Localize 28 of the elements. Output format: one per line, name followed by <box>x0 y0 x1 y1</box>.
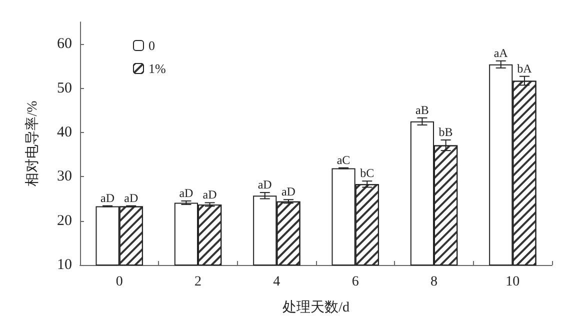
legend-label: 0 <box>148 38 155 53</box>
y-tick-label: 30 <box>57 168 72 185</box>
data-label: aC <box>336 152 350 167</box>
y-axis-title: 相对电导率/% <box>24 100 40 186</box>
data-label: bB <box>438 124 453 139</box>
x-tick-label: 10 <box>506 274 520 290</box>
y-tick-label: 40 <box>57 124 72 140</box>
x-tick-label: 8 <box>430 274 438 290</box>
data-label: aB <box>416 102 429 117</box>
x-tick-label: 6 <box>352 274 359 290</box>
x-axis-title: 处理天数/d <box>282 300 350 316</box>
data-label: aD <box>281 184 296 199</box>
data-label: aD <box>179 186 194 200</box>
x-tick-label: 2 <box>194 274 202 290</box>
y-tick-label: 50 <box>57 80 72 96</box>
data-label: aA <box>494 46 508 60</box>
legend-label: 1% <box>148 61 166 76</box>
data-label: aD <box>100 190 115 205</box>
x-tick-label: 0 <box>116 274 123 290</box>
data-label: aD <box>258 178 272 192</box>
data-label: aD <box>202 188 218 202</box>
y-tick-label: 20 <box>57 212 72 229</box>
data-label: bA <box>517 61 532 76</box>
y-tick-label: 10 <box>57 257 72 273</box>
data-label: bC <box>360 166 374 180</box>
data-label: aD <box>124 190 138 205</box>
y-tick-label: 60 <box>57 36 72 52</box>
x-tick-label: 4 <box>273 274 280 290</box>
